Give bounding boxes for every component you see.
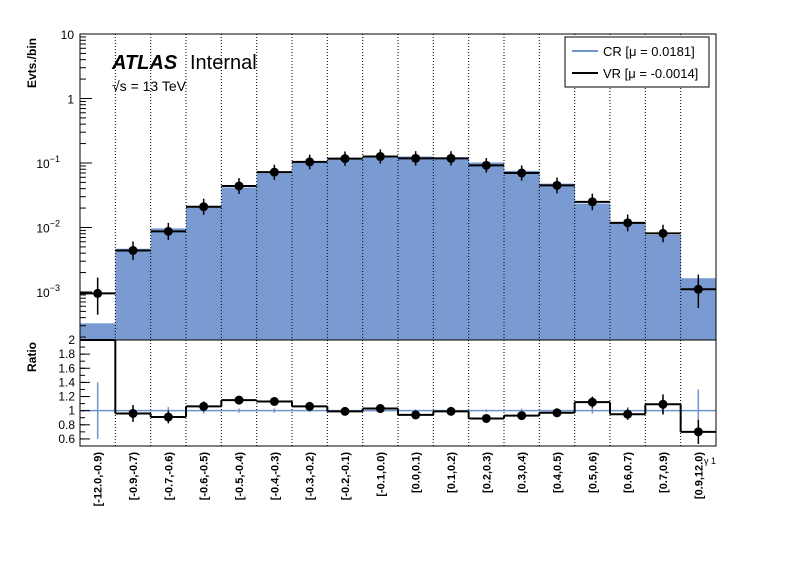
ratio-point xyxy=(587,397,597,407)
x-tick-label: [-0.9,-0.7) xyxy=(128,452,140,501)
vr-point xyxy=(411,153,421,163)
ratio-point xyxy=(375,404,385,414)
ratio-point xyxy=(658,399,668,409)
ratio-point xyxy=(517,411,527,421)
ratio-point xyxy=(305,401,315,411)
x-tick-label: [-0.6,-0.5) xyxy=(199,452,211,501)
ratio-point xyxy=(199,401,209,411)
cr-bar xyxy=(398,156,434,340)
ratio-point xyxy=(163,412,173,422)
vr-point xyxy=(693,284,703,294)
energy-label: √s = 13 TeV xyxy=(112,78,187,94)
x-tick-label: [-0.1,0.0) xyxy=(375,452,387,497)
top-ylabel: Evts./bin xyxy=(25,38,39,88)
legend-box xyxy=(564,36,710,88)
x-tick-label: [0.1,0.2) xyxy=(446,452,458,493)
ratio-y-tick-label: 1.8 xyxy=(58,347,75,361)
x-tick-label: [0.2,0.3) xyxy=(481,452,493,493)
ratio-point xyxy=(340,406,350,416)
x-tick-label: [-0.3,-0.2) xyxy=(305,452,317,501)
ratio-point xyxy=(693,427,703,437)
cr-bar xyxy=(221,187,258,340)
vr-point xyxy=(93,288,103,298)
cr-bar xyxy=(186,206,222,340)
cr-bar xyxy=(292,162,328,340)
vr-point xyxy=(128,245,138,255)
ratio-panel: 21.81.61.41.210.80.6 xyxy=(58,333,717,447)
cr-bar xyxy=(115,249,152,340)
y-tick-label: 10−2 xyxy=(36,218,60,235)
x-tick-label: [-12.0,-0.9) xyxy=(93,452,105,507)
legend-label-cr: CR [μ = 0.0181] xyxy=(603,44,695,59)
vr-point xyxy=(269,167,279,177)
x-tick-label: [0.9,12.0) xyxy=(693,452,705,499)
cr-bar xyxy=(610,222,646,340)
x-tick-labels: [-12.0,-0.9) [-0.9,-0.7) [-0.7,-0.6) [-0.6,… xyxy=(93,452,706,507)
vr-point xyxy=(446,153,456,163)
ratio-y-tick-label: 1.4 xyxy=(58,375,75,389)
ratio-y-tick-label: 1.6 xyxy=(58,361,75,375)
vr-point xyxy=(375,152,385,162)
ratio-y-tick-label: 0.8 xyxy=(58,418,75,432)
x-tick-label: [-0.2,-0.1) xyxy=(340,452,352,501)
vr-point xyxy=(481,160,491,170)
ratio-y-tick-label: 0.6 xyxy=(58,432,75,446)
legend-label-vr: VR [μ = -0.0014] xyxy=(603,66,698,81)
x-tick-label: [0.3,0.4) xyxy=(517,452,529,493)
vr-point xyxy=(587,197,597,207)
vr-point xyxy=(552,180,562,190)
cr-bar xyxy=(468,162,505,340)
x-tick-label: [-0.7,-0.6) xyxy=(163,452,175,501)
y-tick-label: 10−3 xyxy=(36,283,60,300)
cr-bar xyxy=(80,323,116,340)
vr-point xyxy=(305,157,315,167)
bottom-ylabel: Ratio xyxy=(25,342,39,372)
cr-bar xyxy=(362,156,399,340)
y-tick-label: 1 xyxy=(67,92,74,106)
internal-label: Internal xyxy=(190,52,257,74)
x-tick-label: [-0.4,-0.3) xyxy=(269,452,281,501)
ratio-y-tick-label: 1 xyxy=(68,404,75,418)
cr-bar xyxy=(150,228,187,340)
vr-point xyxy=(623,218,633,228)
cr-bar xyxy=(574,204,611,340)
cr-bar xyxy=(504,171,540,340)
vr-point xyxy=(163,226,173,236)
x-tick-label: [0.4,0.5) xyxy=(552,452,564,493)
cr-bar xyxy=(327,158,364,340)
cr-bar xyxy=(256,173,293,340)
ratio-point xyxy=(446,406,456,416)
x-tick-label: [0.0,0.1) xyxy=(411,452,423,493)
ratio-y-tick-label: 2 xyxy=(68,333,75,347)
ratio-point xyxy=(234,395,244,405)
x-tick-label: [0.6,0.7) xyxy=(623,452,635,493)
ratio-y-tick-label: 1.2 xyxy=(58,390,75,404)
vr-point xyxy=(517,168,527,178)
ratio-point xyxy=(411,410,421,420)
top-panel: 10 1 10−1 10−2 10−3 xyxy=(36,28,717,341)
ratio-point xyxy=(623,409,633,419)
bottom-frame xyxy=(79,339,717,447)
ratio-point xyxy=(269,396,279,406)
legend: CR [μ = 0.0181] VR [μ = -0.0014] xyxy=(564,36,710,88)
vr-point xyxy=(340,154,350,164)
vr-point xyxy=(199,202,209,212)
x-tick-label: [0.5,0.6) xyxy=(587,452,599,493)
vr-point xyxy=(234,181,244,191)
cr-bar xyxy=(433,157,470,340)
vr-point xyxy=(658,228,668,238)
x-axis-suffix: γ 1 xyxy=(704,456,716,466)
x-tick-label: [0.7,0.9) xyxy=(658,452,670,493)
x-tick-label: [-0.5,-0.4) xyxy=(234,452,246,501)
ratio-point xyxy=(128,408,138,418)
ratio-point xyxy=(552,408,562,418)
cr-bar xyxy=(645,235,682,340)
y-tick-label: 10−1 xyxy=(36,154,60,171)
cr-bar xyxy=(539,184,576,340)
ratio-point xyxy=(481,413,491,423)
atlas-label: ATLAS xyxy=(111,52,178,74)
y-tick-label: 10 xyxy=(61,28,75,42)
